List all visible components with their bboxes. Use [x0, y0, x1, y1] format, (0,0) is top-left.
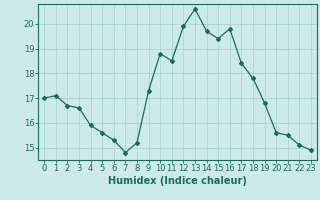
X-axis label: Humidex (Indice chaleur): Humidex (Indice chaleur) — [108, 176, 247, 186]
